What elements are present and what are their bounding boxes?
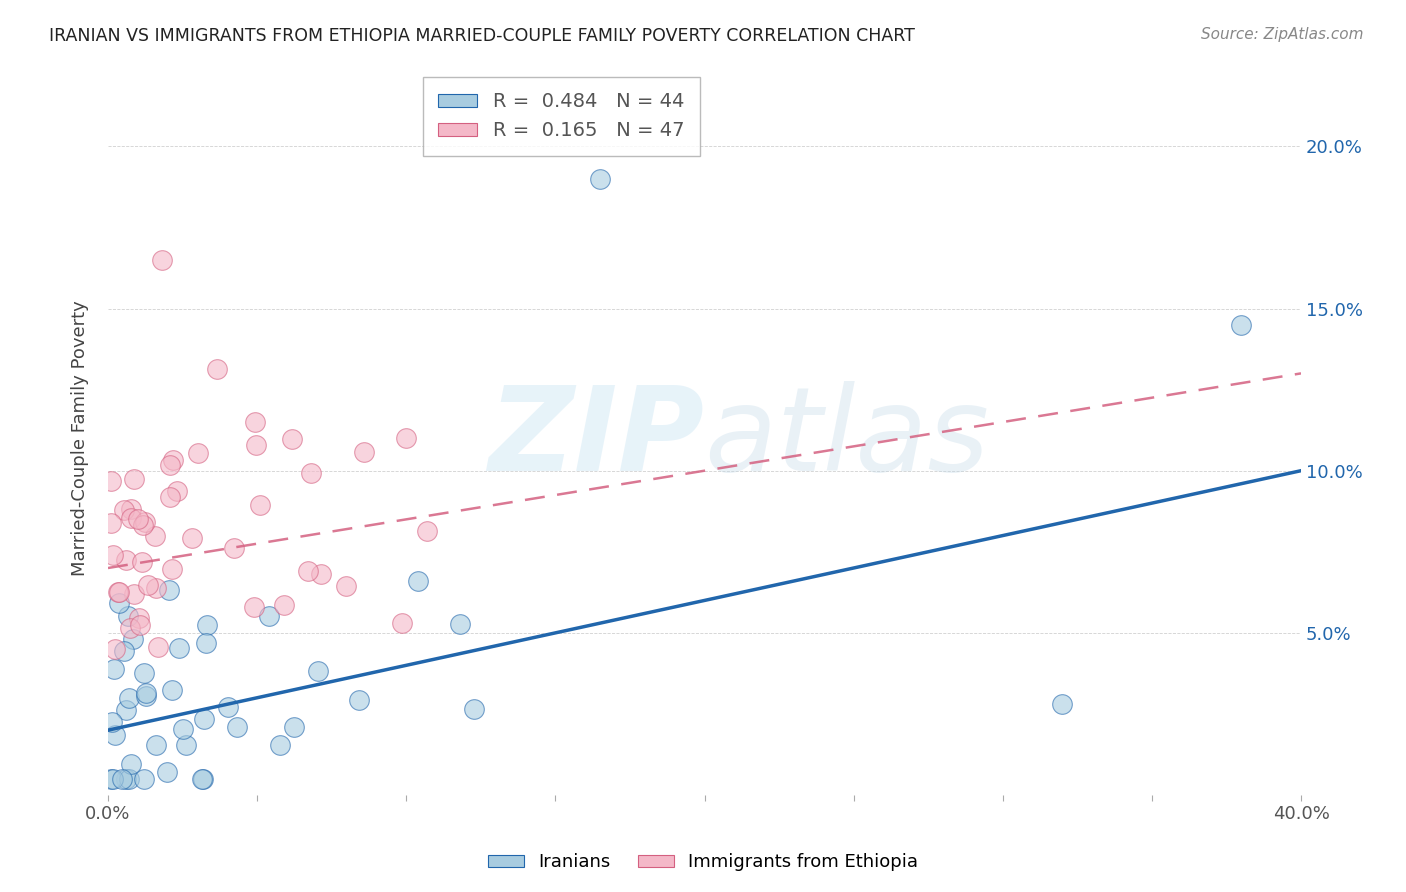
- Point: [353, 444, 375, 458]
- Point: [146, 640, 169, 654]
- Point: [129, 617, 152, 632]
- Point: [190, 772, 212, 786]
- Point: [309, 567, 332, 582]
- Point: [120, 511, 142, 525]
- Text: atlas: atlas: [704, 381, 990, 495]
- Point: [108, 584, 131, 599]
- Point: [160, 682, 183, 697]
- Point: [195, 618, 218, 632]
- Point: [463, 702, 485, 716]
- Point: [194, 636, 217, 650]
- Point: [112, 503, 135, 517]
- Point: [187, 446, 209, 460]
- Point: [138, 577, 160, 591]
- Point: [120, 756, 142, 771]
- Point: [193, 712, 215, 726]
- Point: [416, 524, 439, 538]
- Point: [391, 615, 413, 630]
- Point: [107, 585, 129, 599]
- Point: [181, 531, 204, 545]
- Point: [134, 516, 156, 530]
- Point: [118, 772, 141, 786]
- Point: [135, 685, 157, 699]
- Point: [100, 474, 122, 488]
- Point: [172, 722, 194, 736]
- Point: [162, 453, 184, 467]
- Point: [395, 431, 418, 445]
- Point: [103, 662, 125, 676]
- Point: [120, 502, 142, 516]
- Point: [242, 600, 264, 615]
- Point: [169, 640, 191, 655]
- Point: [145, 581, 167, 595]
- Point: [150, 252, 173, 267]
- Point: [122, 632, 145, 646]
- Point: [110, 772, 132, 786]
- Point: [269, 738, 291, 752]
- Point: [257, 609, 280, 624]
- Point: [347, 693, 370, 707]
- Point: [101, 772, 124, 786]
- Point: [159, 458, 181, 473]
- Point: [112, 644, 135, 658]
- Point: [143, 529, 166, 543]
- Point: [1230, 318, 1253, 332]
- Point: [132, 665, 155, 680]
- Point: [217, 700, 239, 714]
- Point: [117, 609, 139, 624]
- Text: ZIP: ZIP: [488, 381, 704, 496]
- Point: [145, 738, 167, 752]
- Point: [100, 516, 122, 531]
- Text: IRANIAN VS IMMIGRANTS FROM ETHIOPIA MARRIED-COUPLE FAMILY POVERTY CORRELATION CH: IRANIAN VS IMMIGRANTS FROM ETHIOPIA MARR…: [49, 27, 915, 45]
- Point: [245, 415, 267, 429]
- Point: [589, 171, 612, 186]
- Legend: R =  0.484   N = 44, R =  0.165   N = 47: R = 0.484 N = 44, R = 0.165 N = 47: [423, 77, 700, 156]
- Y-axis label: Married-Couple Family Poverty: Married-Couple Family Poverty: [72, 301, 89, 576]
- Point: [193, 772, 215, 786]
- Point: [131, 555, 153, 569]
- Point: [166, 483, 188, 498]
- Point: [100, 715, 122, 730]
- Point: [122, 587, 145, 601]
- Point: [127, 512, 149, 526]
- Point: [118, 690, 141, 705]
- Point: [132, 517, 155, 532]
- Point: [222, 541, 245, 555]
- Point: [122, 472, 145, 486]
- Point: [245, 438, 267, 452]
- Point: [249, 498, 271, 512]
- Point: [299, 466, 322, 480]
- Point: [273, 598, 295, 612]
- Point: [1052, 698, 1074, 712]
- Point: [128, 611, 150, 625]
- Point: [307, 664, 329, 678]
- Point: [205, 362, 228, 376]
- Point: [157, 583, 180, 598]
- Point: [132, 772, 155, 786]
- Point: [174, 738, 197, 752]
- Point: [135, 689, 157, 703]
- Point: [225, 720, 247, 734]
- Point: [114, 772, 136, 786]
- Point: [156, 765, 179, 780]
- Point: [115, 552, 138, 566]
- Point: [280, 432, 302, 446]
- Point: [107, 596, 129, 610]
- Point: [104, 727, 127, 741]
- Point: [120, 621, 142, 635]
- Text: Source: ZipAtlas.com: Source: ZipAtlas.com: [1201, 27, 1364, 42]
- Point: [101, 548, 124, 562]
- Point: [297, 564, 319, 578]
- Point: [449, 617, 471, 632]
- Point: [335, 579, 357, 593]
- Point: [408, 574, 430, 589]
- Point: [104, 641, 127, 656]
- Point: [159, 491, 181, 505]
- Point: [114, 703, 136, 717]
- Point: [160, 562, 183, 576]
- Point: [100, 772, 122, 786]
- Legend: Iranians, Immigrants from Ethiopia: Iranians, Immigrants from Ethiopia: [481, 847, 925, 879]
- Point: [283, 720, 305, 734]
